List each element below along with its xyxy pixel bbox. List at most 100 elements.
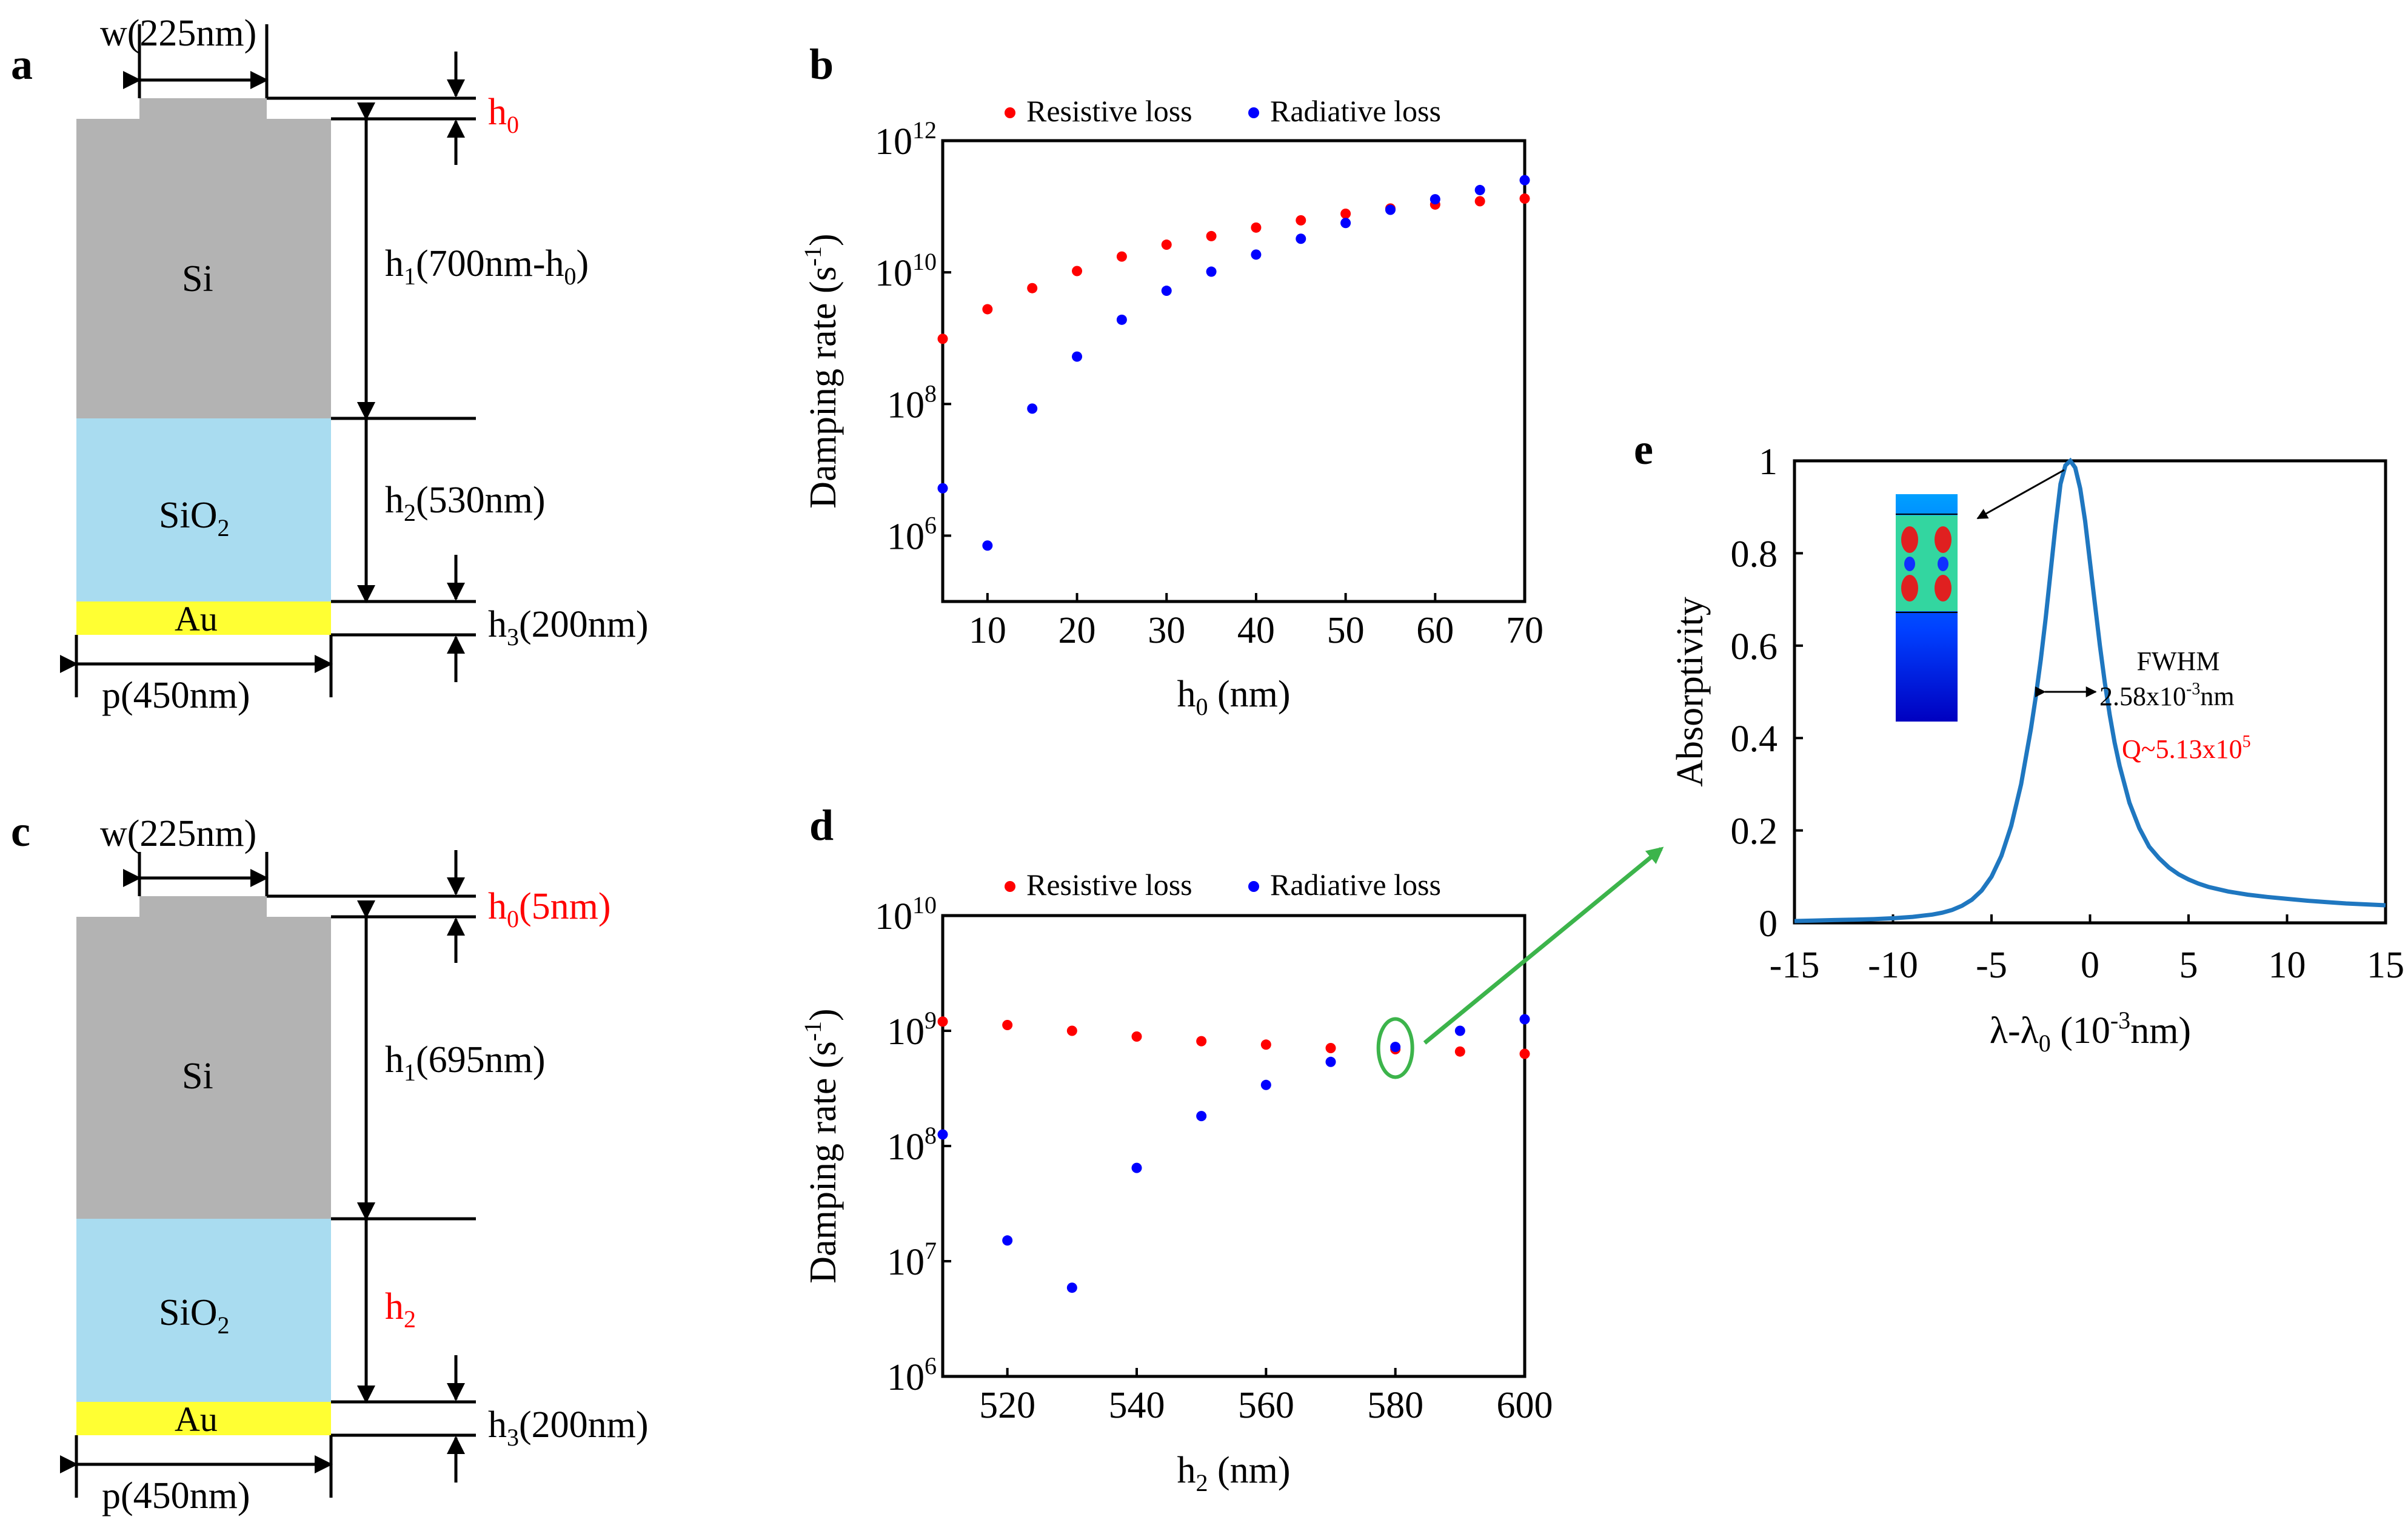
x-tick-label: 50 bbox=[1327, 610, 1365, 651]
h3-label: h3(200nm) bbox=[488, 604, 649, 651]
radiative-loss-point bbox=[1027, 403, 1038, 414]
h1-label: h1(695nm) bbox=[385, 1039, 546, 1086]
radiative-loss-point bbox=[1385, 204, 1396, 215]
y-tick-label: 0.8 bbox=[1731, 534, 1778, 575]
x-tick-label: 15 bbox=[2367, 945, 2404, 986]
resistive-loss-point bbox=[1296, 215, 1306, 226]
radiative-loss-point bbox=[1454, 1025, 1465, 1036]
fwhm-label: FWHM bbox=[2137, 646, 2220, 676]
radiative-loss-point bbox=[1325, 1056, 1336, 1067]
resistive-loss-point bbox=[1325, 1043, 1336, 1053]
au-label: Au bbox=[175, 1399, 218, 1439]
radiative-loss-point bbox=[1066, 1282, 1077, 1293]
panel-a: a w(225nm) h0 Si h1(700nm-h0) S bbox=[11, 13, 649, 716]
si-layer bbox=[76, 119, 331, 418]
resistive-loss-point bbox=[1066, 1025, 1077, 1036]
resistive-loss-point bbox=[1519, 1048, 1530, 1059]
field-inset bbox=[1896, 494, 1958, 722]
radiative-loss-point bbox=[1340, 218, 1351, 229]
w-dimension-label: w(225nm) bbox=[100, 13, 256, 54]
sio2-label: SiO2 bbox=[159, 495, 229, 541]
si-ridge bbox=[139, 98, 267, 122]
q-factor-label: Q~5.13x105 bbox=[2122, 732, 2251, 764]
radiative-loss-point bbox=[1519, 175, 1530, 186]
field-lobe bbox=[1935, 526, 1951, 553]
resistive-loss-point bbox=[1474, 196, 1485, 207]
radiative-loss-point bbox=[1296, 233, 1306, 244]
x-tick-label: 0 bbox=[2081, 945, 2099, 986]
field-lobe bbox=[1901, 526, 1918, 553]
resistive-loss-point bbox=[937, 333, 948, 344]
y-tick-label: 1 bbox=[1759, 441, 1778, 483]
chart-d: d Resistive loss Radiative loss 520 540 56… bbox=[799, 801, 1553, 1496]
resistive-loss-point bbox=[1340, 209, 1351, 219]
h2-label: h2 bbox=[385, 1286, 416, 1333]
radiative-loss-point bbox=[1390, 1042, 1401, 1053]
resistive-loss-point bbox=[1251, 222, 1262, 233]
y-tick-label: 0.6 bbox=[1731, 626, 1778, 668]
radiative-loss-point bbox=[1251, 249, 1262, 260]
x-tick-label: 70 bbox=[1506, 610, 1543, 651]
legend-radiative-marker bbox=[1248, 107, 1259, 118]
resistive-loss-point bbox=[1002, 1020, 1013, 1030]
y-tick-label: 0.2 bbox=[1731, 811, 1778, 853]
p-dimension-label: p(450nm) bbox=[102, 1475, 250, 1516]
panel-c: c w(225nm) h0(5nm) Si h1(695nm) bbox=[11, 807, 649, 1516]
resistive-loss-point bbox=[1260, 1039, 1271, 1050]
radiative-loss-point bbox=[1161, 286, 1172, 297]
si-layer bbox=[76, 917, 331, 1219]
x-tick-label: 40 bbox=[1237, 610, 1275, 651]
x-tick-label: 20 bbox=[1059, 610, 1096, 651]
panel-b-label: b bbox=[809, 40, 834, 89]
panel-d-label: d bbox=[809, 801, 834, 849]
si-label: Si bbox=[182, 258, 213, 300]
link-arrow bbox=[1423, 846, 1664, 1045]
legend-resistive-label: Resistive loss bbox=[1026, 868, 1192, 902]
h1-label: h1(700nm-h0) bbox=[385, 243, 589, 290]
w-dimension-label: w(225nm) bbox=[100, 813, 256, 854]
y-tick-label: 108 bbox=[887, 380, 937, 426]
radiative-loss-point bbox=[1260, 1079, 1271, 1090]
resistive-loss-point bbox=[1454, 1046, 1465, 1057]
y-tick-label: 108 bbox=[887, 1122, 937, 1168]
plot-frame bbox=[941, 914, 1527, 1378]
y-tick-label: 1012 bbox=[875, 116, 937, 163]
y-tick-label: 106 bbox=[887, 511, 937, 557]
x-tick-label: 540 bbox=[1109, 1385, 1165, 1426]
fwhm-value: 2.58x10-3nm bbox=[2099, 680, 2235, 711]
plot-frame bbox=[941, 139, 1527, 603]
panel-c-label: c bbox=[11, 807, 30, 856]
resistive-loss-point bbox=[1131, 1031, 1142, 1042]
legend-radiative-label: Radiative loss bbox=[1270, 94, 1441, 128]
y-tick-label: 106 bbox=[887, 1352, 937, 1398]
x-axis-label: h0 (nm) bbox=[1177, 674, 1290, 720]
h0-label: h0(5nm) bbox=[488, 886, 611, 933]
sio2-layer bbox=[76, 1219, 331, 1402]
p-dimension-label: p(450nm) bbox=[102, 675, 250, 716]
x-tick-label: -10 bbox=[1868, 945, 1918, 986]
resistive-loss-point bbox=[1072, 266, 1083, 276]
x-tick-label: 30 bbox=[1148, 610, 1185, 651]
y-tick-label: 1010 bbox=[875, 891, 937, 937]
au-label: Au bbox=[175, 599, 218, 638]
x-tick-label: 560 bbox=[1238, 1385, 1294, 1426]
radiative-loss-point bbox=[1131, 1162, 1142, 1173]
field-lobe bbox=[1935, 575, 1951, 601]
inset-pointer-arrow bbox=[1976, 469, 2065, 520]
x-tick-label: 600 bbox=[1497, 1385, 1553, 1426]
x-tick-label: 5 bbox=[2179, 945, 2198, 986]
h3-label: h3(200nm) bbox=[488, 1404, 649, 1451]
y-axis-label: Damping rate (s-1) bbox=[799, 233, 844, 508]
field-node bbox=[1904, 557, 1915, 571]
legend-radiative-label: Radiative loss bbox=[1270, 868, 1441, 902]
legend-resistive-label: Resistive loss bbox=[1026, 94, 1192, 128]
chart-b: b Resistive loss Radiative loss 10 20 30 40… bbox=[799, 40, 1543, 720]
x-tick-label: 520 bbox=[979, 1385, 1035, 1426]
y-axis-label: Damping rate (s-1) bbox=[799, 1008, 844, 1283]
radiative-loss-point bbox=[1430, 194, 1440, 205]
y-axis-label: Absorptivity bbox=[1670, 597, 1711, 786]
radiative-loss-point bbox=[1474, 184, 1485, 195]
sio2-label: SiO2 bbox=[159, 1292, 229, 1339]
resistive-loss-point bbox=[1196, 1036, 1207, 1047]
